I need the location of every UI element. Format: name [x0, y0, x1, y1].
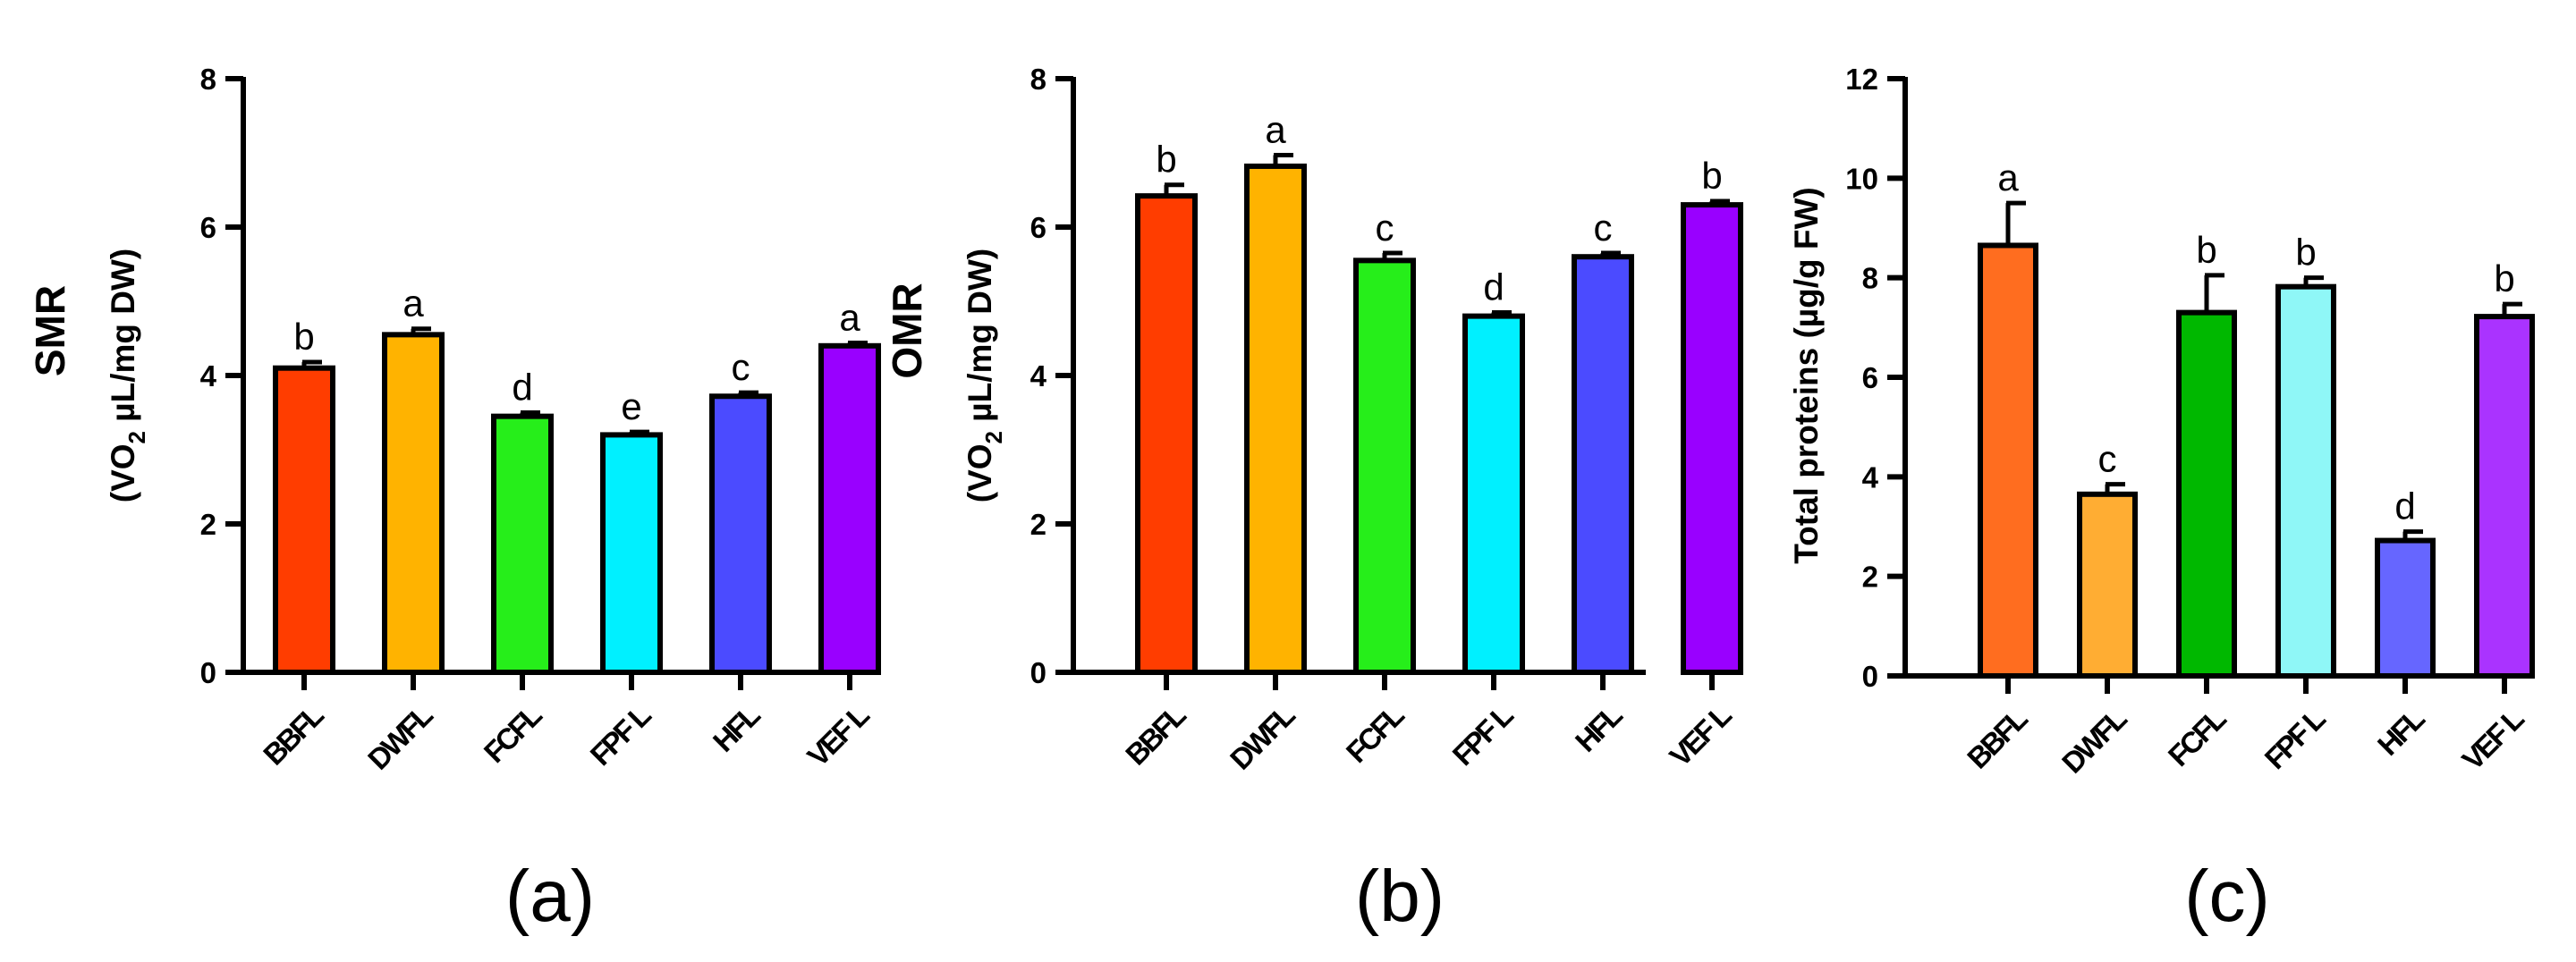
significance-letter: b: [2494, 257, 2514, 300]
y-tick-label: 6: [200, 211, 216, 244]
bar: [1978, 242, 2038, 679]
y-tick-label: 12: [1845, 63, 1878, 96]
x-tick-label: BBFL: [257, 698, 330, 772]
significance-letter: a: [1997, 156, 2019, 198]
chart-panel-2: 0 2 4 6 8 b BBFL a DWFL c FCFL d FPF L c HFL b VEF L OMR (…: [884, 63, 1743, 937]
significance-letter: a: [402, 283, 424, 325]
x-tick-label: DWFL: [1224, 698, 1301, 776]
bar: [1244, 163, 1307, 675]
x-tick-label: HFL: [2371, 702, 2431, 762]
y-tick-label: 2: [1862, 561, 1878, 594]
y-tick-label: 0: [1862, 660, 1878, 693]
y-tick-label: 0: [1030, 656, 1046, 689]
bar: [1462, 313, 1525, 675]
panel-label: (c): [2184, 856, 2270, 937]
x-tick-label: FPF L: [1446, 698, 1520, 772]
bar: [273, 365, 335, 675]
x-tick-label: HFL: [1569, 698, 1629, 758]
x-tick-label: FCFL: [2162, 702, 2233, 772]
significance-letter: a: [1265, 108, 1286, 150]
bar: [600, 432, 663, 675]
significance-letter: d: [1483, 266, 1504, 308]
significance-letter: b: [2295, 232, 2316, 274]
significance-letter: c: [732, 346, 750, 388]
bar: [2176, 309, 2237, 679]
bar: [2375, 537, 2436, 679]
significance-letter: b: [2196, 229, 2216, 271]
bar: [1681, 202, 1743, 676]
x-tick-label: DWFL: [2055, 702, 2133, 780]
bar: [1135, 193, 1198, 675]
significance-letter: c: [2098, 438, 2117, 480]
y-tick-label: 0: [200, 656, 216, 689]
y-axis-title: SMR: [27, 285, 73, 376]
bar: [1353, 257, 1416, 675]
significance-letter: e: [621, 385, 641, 427]
y-tick-label: 8: [200, 63, 216, 96]
bar: [2077, 491, 2138, 679]
y-axis-subtitle: (VO2 µL/mg DW): [105, 249, 150, 502]
y-tick-label: 6: [1030, 211, 1046, 244]
significance-letter: d: [512, 367, 532, 409]
bar: [2275, 283, 2336, 679]
x-tick-label: DWFL: [361, 698, 439, 776]
y-tick-label: 2: [200, 508, 216, 541]
y-tick-label: 8: [1862, 262, 1878, 295]
significance-letter: d: [2394, 485, 2415, 527]
y-tick-label: 8: [1030, 63, 1046, 96]
chart-panel-3: 0 2 4 6 8 10 12 a BBFL c DWFL b FCFL b FPF L d HFL b VEF L…: [1788, 63, 2535, 937]
panel-label: (a): [505, 856, 595, 937]
x-tick-label: FCFL: [478, 698, 548, 769]
x-tick-label: FCFL: [1340, 698, 1411, 769]
y-axis-subtitle: (VO2 µL/mg DW): [962, 249, 1007, 502]
bar: [709, 393, 772, 675]
panel-label: (b): [1355, 856, 1445, 937]
chart-panel-1: 0 2 4 6 8 b BBFL a DWFL d FCFL e FPF L c HFL a VEF L SMR (…: [27, 63, 881, 937]
significance-letter: a: [839, 296, 860, 338]
bar: [2474, 314, 2535, 679]
x-tick-label: VEF L: [1663, 698, 1738, 773]
bar: [491, 413, 554, 675]
y-tick-label: 10: [1845, 162, 1878, 195]
y-axis-title: OMR: [884, 283, 930, 378]
y-tick-label: 4: [200, 359, 217, 392]
bar: [818, 342, 881, 675]
significance-letter: b: [1156, 139, 1176, 181]
significance-letter: b: [293, 316, 314, 358]
bar: [382, 332, 445, 675]
y-tick-label: 4: [1030, 359, 1047, 392]
y-tick-label: 4: [1862, 460, 1879, 494]
y-tick-label: 2: [1030, 508, 1046, 541]
y-axis-title: Total proteins (µg/g FW): [1788, 187, 1825, 563]
y-tick-label: 6: [1862, 361, 1878, 394]
significance-letter: b: [1701, 155, 1722, 197]
x-tick-label: BBFL: [1119, 698, 1192, 772]
x-tick-label: HFL: [707, 698, 767, 758]
x-tick-label: FPF L: [2258, 702, 2332, 775]
x-tick-label: VEF L: [2455, 702, 2530, 777]
bar: [1572, 254, 1634, 675]
significance-letter: c: [1376, 207, 1394, 249]
x-tick-label: FPF L: [584, 698, 657, 772]
x-tick-label: BBFL: [1961, 702, 2034, 775]
significance-letter: c: [1594, 207, 1613, 249]
x-tick-label: VEF L: [801, 698, 876, 773]
